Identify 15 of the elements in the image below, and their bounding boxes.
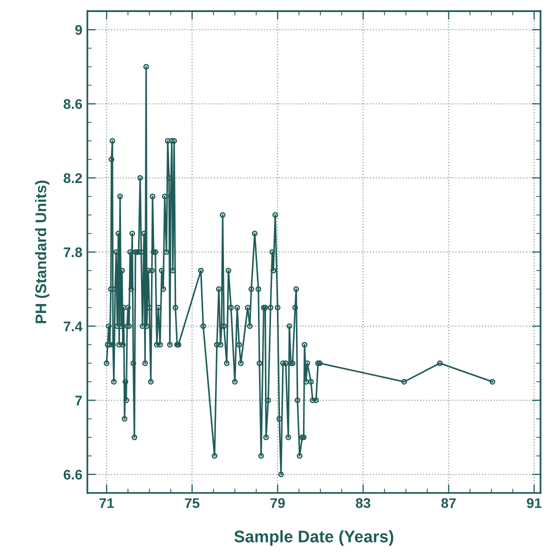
x-tick-label: 71 (99, 498, 114, 508)
x-tick-label: 83 (356, 498, 370, 508)
x-tick-label: 87 (441, 498, 456, 508)
y-axis-title: PH (Standard Units) (35, 180, 50, 324)
y-tick-label: 6.6 (64, 470, 82, 480)
x-tick-label: 75 (184, 498, 200, 508)
y-tick-label: 7 (75, 396, 82, 406)
x-axis-title: Sample Date (Years) (234, 530, 394, 546)
y-tick-label: 9 (75, 25, 82, 35)
y-tick-label: 8.2 (64, 173, 82, 184)
y-tick-label: 7.4 (64, 322, 82, 332)
y-tick-label: 7.8 (64, 247, 82, 258)
x-tick-label: 79 (270, 498, 285, 508)
x-tick-label: 91 (526, 498, 542, 508)
y-tick-label: 8.6 (64, 99, 82, 109)
